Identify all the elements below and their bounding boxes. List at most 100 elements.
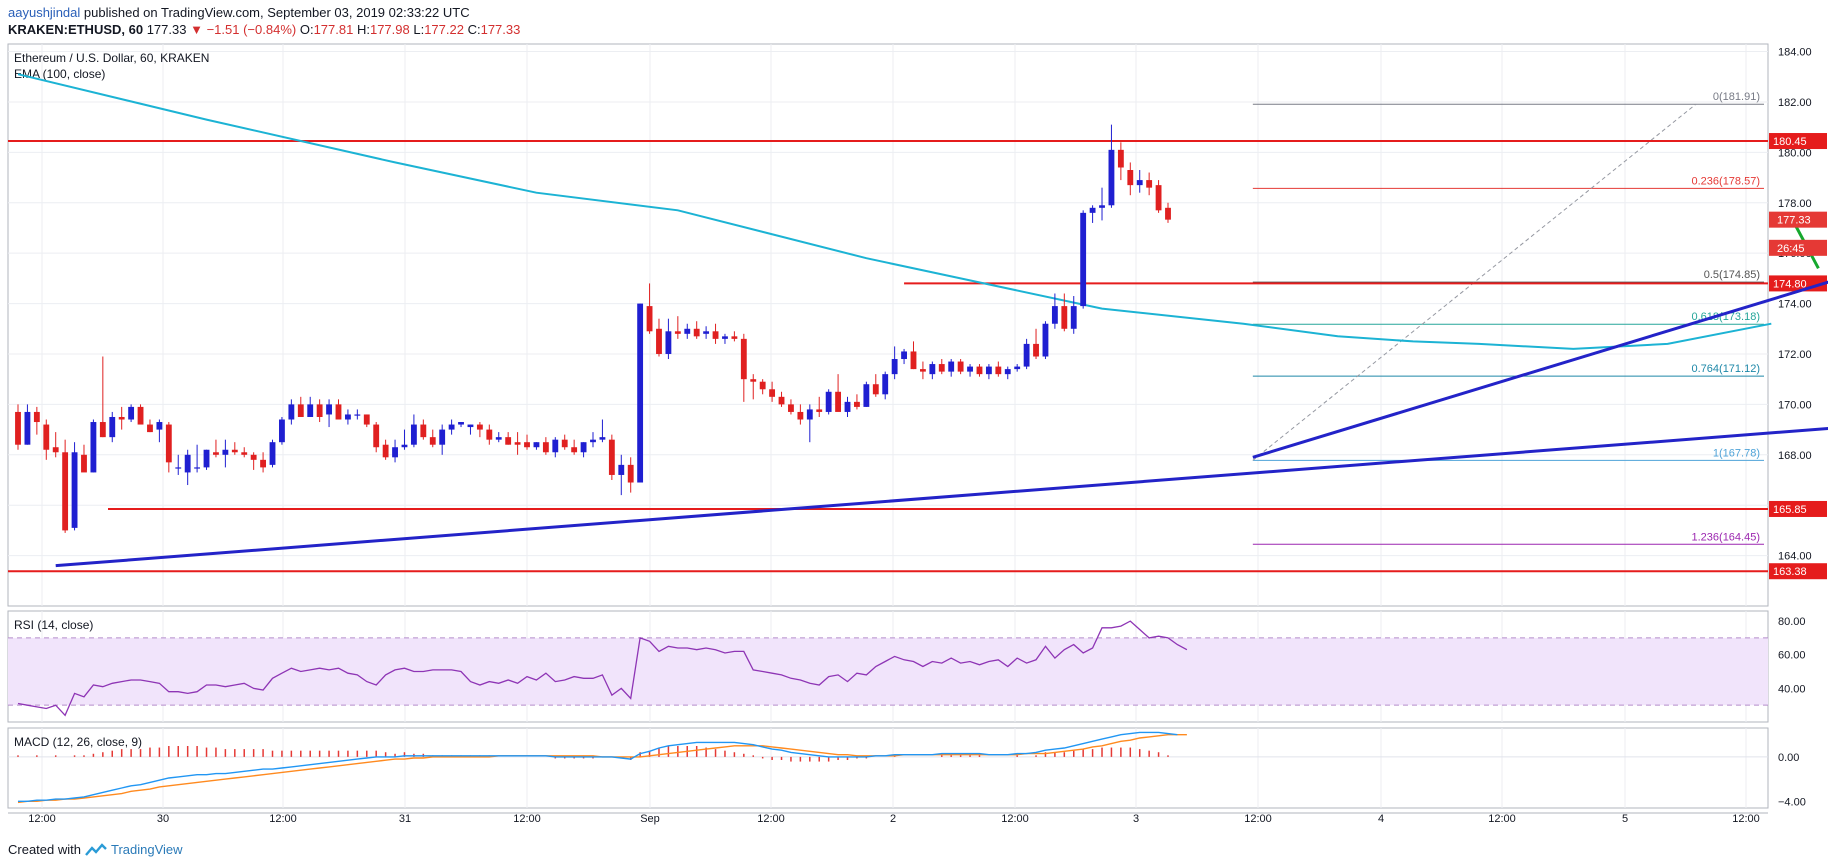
macd-tick-label: −4.00: [1778, 796, 1806, 808]
candle-body: [297, 404, 304, 417]
candle-body: [618, 464, 625, 475]
created-with-text: Created with: [8, 842, 81, 857]
fib-label-1: 1(167.78): [1713, 447, 1760, 459]
y-tick-label: 178.00: [1778, 198, 1812, 210]
candle-body: [1127, 170, 1134, 186]
y-tick-label: 168.00: [1778, 450, 1812, 462]
candle-body: [627, 464, 634, 483]
candle-body: [71, 452, 78, 528]
candle-body: [788, 404, 794, 412]
candle-body: [938, 364, 945, 372]
y-tick-label: 164.00: [1778, 551, 1812, 563]
candle-body: [269, 442, 276, 465]
bar-countdown-label: 26:45: [1777, 243, 1805, 255]
down-triangle-icon: ▼: [190, 22, 203, 37]
candle-body: [1136, 180, 1143, 186]
candle-body: [674, 331, 681, 334]
candle-body: [854, 401, 860, 407]
symbol-label: KRAKEN:ETHUSD, 60: [8, 22, 144, 37]
candle-body: [816, 409, 823, 412]
candle-body: [420, 424, 427, 438]
candle-body: [439, 429, 446, 445]
candle-body: [806, 409, 813, 420]
candle-body: [52, 447, 59, 453]
candle-body: [703, 331, 710, 334]
candle-body: [891, 359, 898, 375]
footer: Created with TradingView: [8, 842, 183, 857]
fib-label-0: 0(181.91): [1713, 91, 1760, 103]
candle-body: [693, 328, 700, 337]
macd-title: MACD (12, 26, close, 9): [14, 735, 142, 749]
candle-body: [1080, 212, 1087, 307]
candle-body: [656, 328, 662, 354]
candle-body: [825, 391, 832, 412]
candle-body: [1108, 149, 1115, 206]
x-tick-label: 5: [1622, 813, 1628, 825]
candle-body: [608, 439, 615, 475]
macd-pane-frame: [7, 727, 1769, 809]
ema-100-line: [17, 73, 1772, 350]
candle-body: [62, 452, 69, 531]
candle-body: [1155, 185, 1162, 211]
candle-body: [194, 467, 201, 469]
rsi-tick-label: 80.00: [1778, 616, 1806, 628]
rsi-tick-label: 60.00: [1778, 650, 1806, 662]
tradingview-brand[interactable]: TradingView: [110, 842, 183, 857]
candle-body: [476, 424, 483, 430]
x-tick-label: 12:00: [1244, 813, 1272, 825]
price-badge-bg: [1769, 563, 1827, 580]
candle-body: [995, 366, 1002, 375]
candle-body: [344, 414, 351, 420]
current-price-badge: [1769, 239, 1827, 256]
candle-body: [382, 444, 389, 458]
high-value: 177.98: [369, 22, 410, 37]
candle-body: [722, 336, 728, 339]
y-tick-label: 172.00: [1778, 349, 1812, 361]
candle-body: [184, 454, 191, 473]
candle-body: [43, 424, 50, 450]
candle-body: [740, 338, 747, 380]
fib-diagonal: [1252, 103, 1697, 461]
candle-body: [241, 452, 248, 455]
level-price-label: 163.38: [1773, 566, 1807, 578]
candle-body: [335, 404, 342, 420]
author-link[interactable]: aayushjindal: [8, 5, 81, 20]
x-tick-label: 12:00: [1001, 813, 1029, 825]
fib-label-0.618: 0.618(173.18): [1692, 311, 1761, 323]
candle-body: [750, 379, 757, 382]
fib-label-1.236: 1.236(164.45): [1692, 531, 1761, 543]
candle-body: [957, 361, 964, 372]
level-price-label: 165.85: [1773, 504, 1807, 516]
candle-body: [571, 447, 578, 453]
candle-body: [712, 331, 719, 339]
price-badge-bg: [1769, 133, 1827, 150]
candle-body: [1014, 366, 1021, 370]
rsi-band: [8, 637, 1768, 706]
candle-body: [533, 442, 540, 448]
candle-body: [354, 414, 361, 416]
candle-body: [919, 369, 926, 372]
candle-body: [778, 396, 785, 405]
x-tick-label: 12:00: [513, 813, 541, 825]
y-tick-label: 180.00: [1778, 147, 1812, 159]
candle-body: [910, 351, 917, 370]
candle-body: [580, 442, 587, 453]
candle-body: [835, 391, 842, 412]
candle-body: [967, 366, 973, 372]
price-change: −1.51 (−0.84%): [206, 22, 297, 37]
x-tick-label: 12:00: [1732, 813, 1760, 825]
candle-body: [33, 411, 40, 423]
candle-body: [863, 384, 870, 407]
price-badge-bg: [1769, 500, 1827, 517]
candle-body: [231, 449, 238, 453]
candle-body: [1023, 343, 1030, 367]
candle-body: [15, 411, 21, 445]
candle-body: [524, 442, 530, 448]
x-tick-label: 3: [1133, 813, 1139, 825]
last-price: 177.33: [146, 22, 187, 37]
candle-body: [1099, 205, 1105, 208]
candle-body: [505, 437, 512, 445]
candle-body: [684, 328, 691, 334]
candle-body: [24, 411, 31, 445]
